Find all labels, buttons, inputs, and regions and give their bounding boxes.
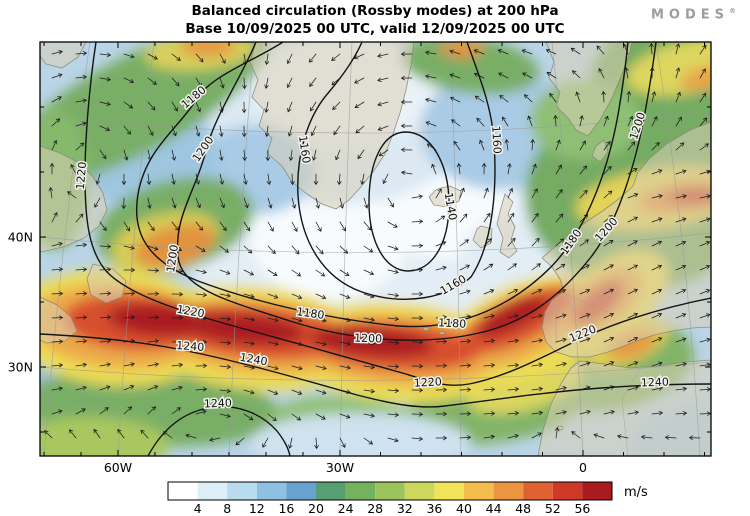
lon-tick-label: 60W: [104, 460, 132, 475]
colorbar-tick-label: 4: [194, 501, 202, 516]
colorbar-tick-label: 8: [223, 501, 231, 516]
colorbar-tick-label: 52: [545, 501, 561, 516]
colorbar-segment: [464, 482, 494, 500]
colorbar-segment: [168, 482, 198, 500]
contour-label: 1160: [296, 135, 313, 165]
lon-tick-label: 0: [579, 460, 587, 475]
colorbar-tick-label: 32: [397, 501, 413, 516]
colorbar-segment: [375, 482, 405, 500]
wind-arrows: [43, 42, 711, 450]
contour-label: 1200: [354, 332, 382, 346]
colorbar-segment: [493, 482, 524, 500]
land-scandinavia: [545, 42, 633, 137]
colorbar-tick-label: 20: [308, 501, 324, 516]
frame-ticks: [40, 42, 711, 456]
contour-label: 1220: [413, 375, 442, 389]
registered-mark: ®: [729, 7, 736, 15]
contour-label: 1220: [74, 161, 89, 190]
land-iceland: [428, 185, 462, 208]
lat-tick-label: 40N: [8, 230, 33, 245]
land-newfoundland: [86, 263, 127, 304]
chart-title: Balanced circulation (Rossby modes) at 2…: [191, 3, 559, 19]
colorbar-segment: [316, 482, 346, 500]
contour-label: 1160: [489, 125, 503, 154]
colorbar-segment: [256, 482, 287, 500]
colorbar-tick-label: 40: [456, 501, 472, 516]
colorbar-segment: [197, 482, 228, 500]
colorbar-tick-label: 56: [574, 501, 590, 516]
colorbar-segment: [286, 482, 316, 500]
contour-label: 1180: [296, 305, 326, 322]
wind-arrows-layer: [43, 42, 711, 450]
modes-logo: MODES®: [651, 7, 736, 22]
land-azores: [422, 326, 430, 332]
colorbar-segment: [434, 482, 464, 500]
modes-logo-text: MODES: [650, 7, 729, 23]
colorbar-segment: [552, 482, 583, 500]
colorbar-border: [167, 481, 613, 501]
axis-labels: 40N 30N 60W 30W 0: [8, 230, 587, 476]
contour-1200: [176, 42, 657, 341]
colorbar-tick-label: 36: [426, 501, 442, 516]
contour-1220: [84, 42, 711, 386]
contour-1180: [135, 42, 629, 328]
colorbar-segment: [523, 482, 553, 500]
map-frame: [39, 41, 712, 457]
contour-1240-south: [147, 406, 291, 456]
lat-tick-label: 30N: [8, 360, 33, 375]
contour-1140: [368, 131, 450, 272]
contour-label: 1240: [641, 376, 669, 390]
contour-1240: [40, 333, 711, 408]
land-baffin-corner: [40, 42, 87, 69]
contour-label: 1180: [438, 316, 467, 330]
colorbar: 4 8 12 16 20 24 28 32 36 40 44 48 52 56m/s: [167, 481, 648, 516]
colorbar-segment: [227, 482, 257, 500]
lon-tick-label: 30W: [326, 460, 354, 475]
contour-label: 1240: [204, 397, 232, 411]
colorbar-segment: [345, 482, 376, 500]
contour-1160: [297, 42, 496, 300]
colorbar-tick-label: 24: [338, 501, 354, 516]
land-denmark: [591, 139, 609, 163]
colorbar-tick-label: 44: [486, 501, 502, 516]
colorbar-tick-label: 12: [249, 501, 265, 516]
colorbar-tick-label: 48: [515, 501, 531, 516]
contour-label: 1240: [176, 339, 205, 354]
land-europe: [541, 121, 711, 358]
land-azores-2: [439, 331, 445, 335]
colorbar-tick-label: 28: [367, 501, 383, 516]
colorbar-segment: [582, 482, 612, 500]
colorbar-tick-label: 16: [278, 501, 294, 516]
colorbar-segment: [404, 482, 435, 500]
colorbar-units-label: m/s: [624, 485, 648, 500]
contour-label: 1200: [164, 244, 181, 274]
land-labrador: [40, 145, 108, 253]
contour-layer: [40, 42, 711, 456]
tick-marks: [40, 42, 711, 456]
chart-subtitle: Base 10/09/2025 00 UTC, valid 12/09/2025…: [185, 21, 565, 37]
